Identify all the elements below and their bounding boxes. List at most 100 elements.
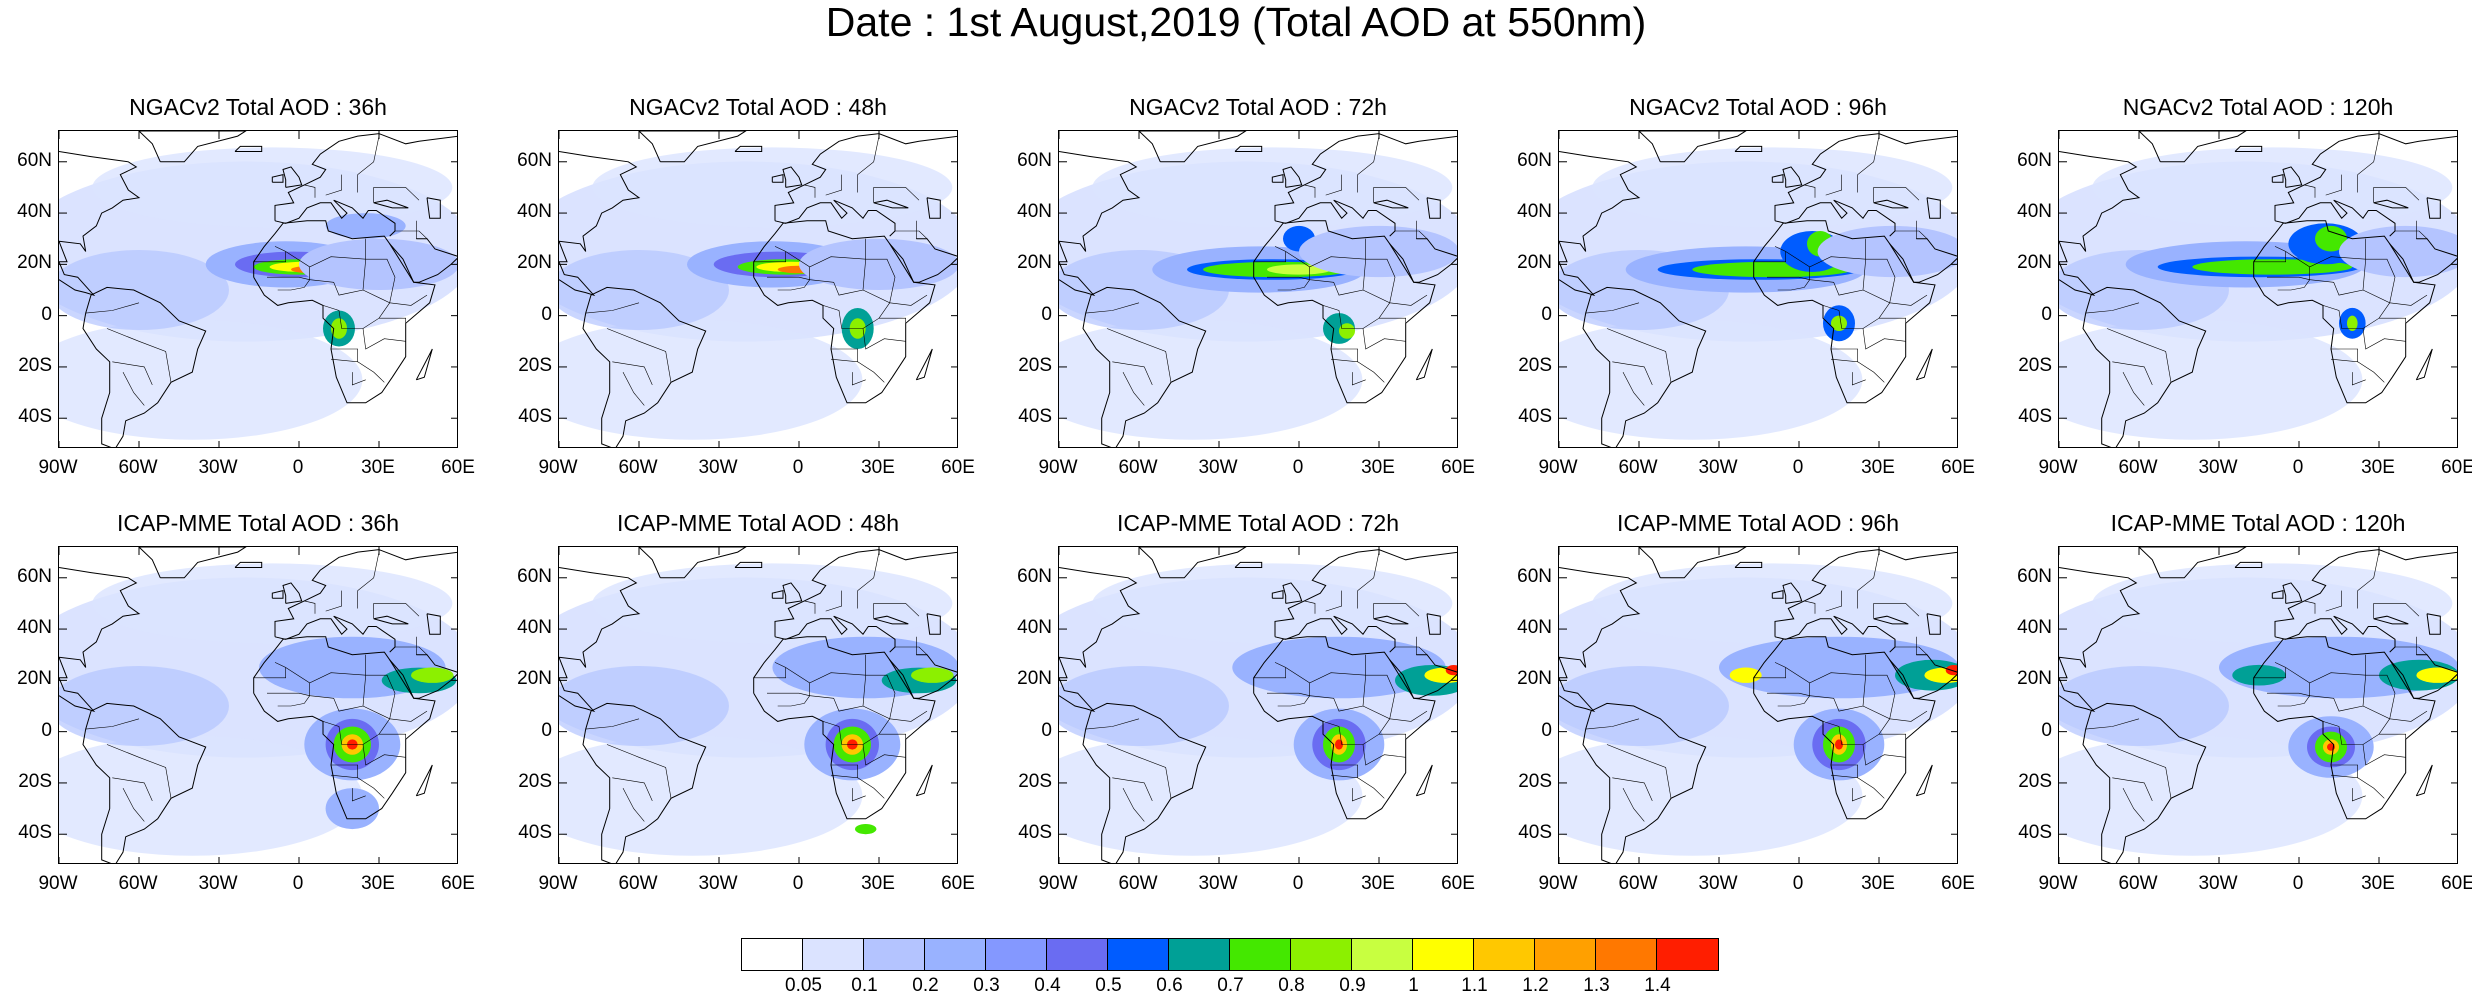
latitude-tick-label: 60N (2017, 149, 2052, 171)
latitude-tick-label: 40S (518, 822, 552, 844)
longitude-tick-label: 60W (618, 873, 658, 894)
longitude-tick-label: 60E (1441, 873, 1475, 894)
longitude-tick-label: 60E (2441, 873, 2472, 894)
longitude-tick-label: 60E (2441, 457, 2472, 478)
longitude-tick-label: 90W (1538, 457, 1578, 478)
panel-title: NGACv2 Total AOD : 36h (129, 94, 387, 120)
panel-title: NGACv2 Total AOD : 72h (1129, 94, 1387, 120)
latitude-tick-label: 40N (1517, 201, 1552, 223)
longitude-tick-label: 30E (2361, 873, 2395, 894)
latitude-tick-label: 0 (1541, 303, 1552, 325)
latitude-tick-label: 60N (1517, 149, 1552, 171)
panel-title: NGACv2 Total AOD : 48h (629, 94, 887, 120)
colorbar-swatch (986, 939, 1047, 970)
longitude-tick-label: 30W (698, 873, 738, 894)
panel-title: ICAP-MME Total AOD : 96h (1616, 510, 1900, 536)
longitude-tick-label: 90W (2038, 457, 2078, 478)
longitude-tick-label: 60W (2118, 873, 2158, 894)
longitude-tick-label: 30E (361, 457, 395, 478)
latitude-tick-label: 40S (2018, 822, 2052, 844)
colorbar-label: 0.3 (973, 975, 1000, 996)
latitude-tick-label: 20N (517, 668, 552, 690)
aod-map-plot (1558, 546, 1958, 864)
longitude-tick-label: 0 (292, 457, 304, 478)
aod-map-plot (558, 546, 958, 864)
colorbar-swatch (1169, 939, 1230, 970)
latitude-tick-label: 60N (2017, 565, 2052, 587)
latitude-tick-label: 20N (17, 668, 52, 690)
colorbar-swatch (1596, 939, 1657, 970)
longitude-tick-label: 60E (441, 873, 475, 894)
latitude-tick-label: 40N (2017, 201, 2052, 223)
latitude-tick-label: 60N (1017, 565, 1052, 587)
panel-title: ICAP-MME Total AOD : 48h (616, 510, 900, 536)
longitude-tick-label: 90W (2038, 873, 2078, 894)
colorbar-swatch (1474, 939, 1535, 970)
latitude-tick-label: 20N (1017, 668, 1052, 690)
longitude-tick-label: 90W (1038, 457, 1078, 478)
colorbar-label: 0.1 (851, 975, 878, 996)
longitude-tick-label: 90W (538, 873, 578, 894)
longitude-tick-label: 30E (361, 873, 395, 894)
latitude-tick-label: 20S (18, 354, 52, 376)
longitude-tick-label: 0 (1292, 873, 1304, 894)
longitude-tick-label: 90W (1538, 873, 1578, 894)
longitude-tick-label: 90W (38, 457, 78, 478)
aod-colorbar (741, 938, 1719, 971)
aod-map-plot (1058, 546, 1458, 864)
latitude-tick-label: 20N (1017, 252, 1052, 274)
latitude-tick-label: 20S (2018, 354, 2052, 376)
latitude-tick-label: 20S (1518, 354, 1552, 376)
aod-map-plot (1058, 130, 1458, 448)
colorbar-label: 1.3 (1583, 975, 1610, 996)
latitude-tick-label: 0 (1541, 719, 1552, 741)
figure-title: Date : 1st August,2019 (Total AOD at 550… (825, 0, 1647, 45)
longitude-tick-label: 0 (292, 873, 304, 894)
latitude-tick-label: 0 (41, 719, 52, 741)
latitude-tick-label: 0 (1041, 303, 1052, 325)
longitude-tick-label: 0 (1792, 873, 1804, 894)
aod-map-plot (2058, 546, 2458, 864)
longitude-tick-label: 0 (1792, 457, 1804, 478)
longitude-tick-label: 60E (1941, 457, 1975, 478)
longitude-tick-label: 30E (861, 457, 895, 478)
latitude-tick-label: 0 (541, 719, 552, 741)
latitude-tick-label: 20N (17, 252, 52, 274)
latitude-tick-label: 0 (2041, 719, 2052, 741)
longitude-tick-label: 30W (198, 873, 238, 894)
aod-map-plot (2058, 130, 2458, 448)
latitude-tick-label: 40N (17, 201, 52, 223)
latitude-tick-label: 40N (1017, 617, 1052, 639)
colorbar-swatch (864, 939, 925, 970)
colorbar-label: 1.2 (1522, 975, 1549, 996)
latitude-tick-label: 40S (18, 822, 52, 844)
latitude-tick-label: 20S (518, 354, 552, 376)
latitude-tick-label: 60N (17, 149, 52, 171)
latitude-tick-label: 20S (1018, 770, 1052, 792)
latitude-tick-label: 20S (1518, 770, 1552, 792)
longitude-tick-label: 60E (941, 457, 975, 478)
longitude-tick-label: 0 (792, 457, 804, 478)
colorbar-swatch (1352, 939, 1413, 970)
latitude-tick-label: 20N (2017, 668, 2052, 690)
longitude-tick-label: 60E (941, 873, 975, 894)
colorbar-label: 0.4 (1034, 975, 1061, 996)
panel-title: ICAP-MME Total AOD : 36h (116, 510, 400, 536)
longitude-tick-label: 30E (861, 873, 895, 894)
latitude-tick-label: 40N (1517, 617, 1552, 639)
longitude-tick-label: 30W (2198, 457, 2238, 478)
panel-title: NGACv2 Total AOD : 120h (2122, 94, 2394, 120)
latitude-tick-label: 40S (18, 406, 52, 428)
longitude-tick-label: 60W (118, 873, 158, 894)
latitude-tick-label: 0 (541, 303, 552, 325)
longitude-tick-label: 30E (1861, 873, 1895, 894)
latitude-tick-label: 60N (1517, 565, 1552, 587)
latitude-tick-label: 40S (1518, 406, 1552, 428)
colorbar-swatch (742, 939, 803, 970)
panel-title: ICAP-MME Total AOD : 120h (2110, 510, 2406, 536)
longitude-tick-label: 0 (792, 873, 804, 894)
colorbar-label: 0.05 (785, 975, 822, 996)
colorbar-swatch (803, 939, 864, 970)
latitude-tick-label: 40N (2017, 617, 2052, 639)
longitude-tick-label: 0 (2292, 873, 2304, 894)
